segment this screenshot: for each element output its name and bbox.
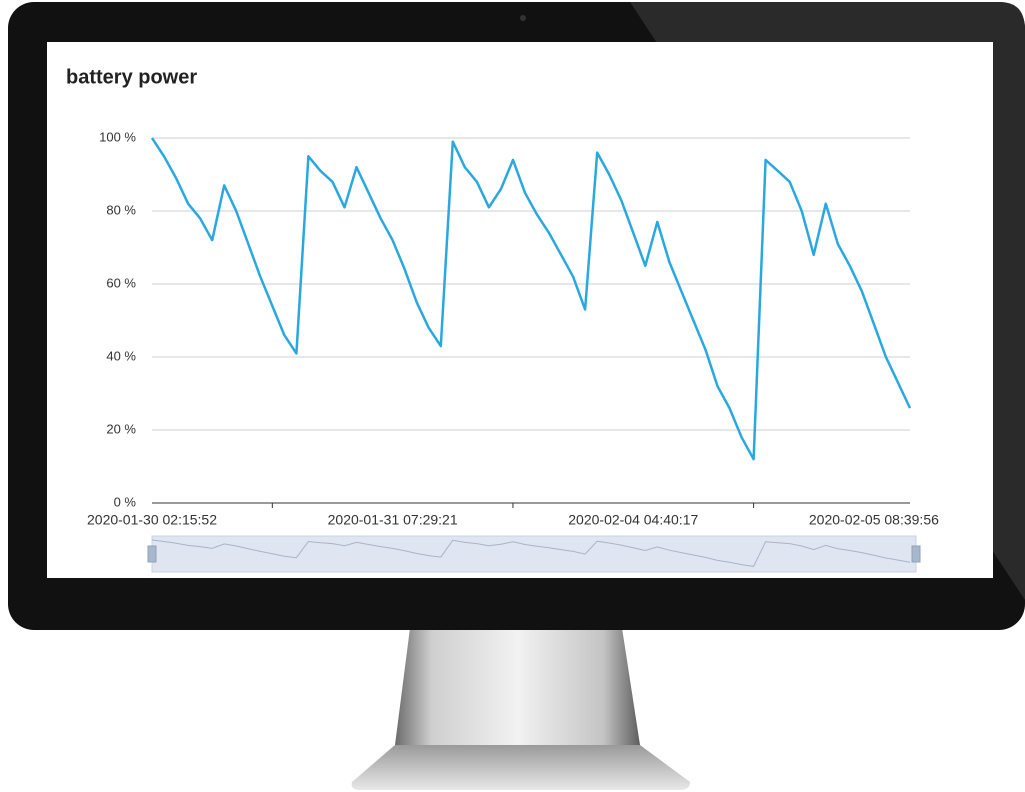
y-tick-label: 20 % xyxy=(106,421,136,436)
stand-base xyxy=(351,745,690,790)
x-tick-label: 2020-02-05 08:39:56 xyxy=(809,512,939,528)
y-tick-label: 40 % xyxy=(106,348,136,363)
screen xyxy=(47,42,993,578)
x-tick-label: 2020-01-30 02:15:52 xyxy=(87,512,217,528)
zoom-handle[interactable] xyxy=(147,545,157,563)
y-tick-label: 0 % xyxy=(114,494,137,509)
chart-title: battery power xyxy=(66,66,197,88)
y-tick-label: 100 % xyxy=(99,129,136,144)
stand xyxy=(395,628,640,745)
zoom-handle[interactable] xyxy=(911,545,921,563)
data-line xyxy=(150,137,912,461)
y-tick-label: 60 % xyxy=(106,275,136,290)
x-tick-label: 2020-01-31 07:29:21 xyxy=(328,512,458,528)
zoom-preview-line xyxy=(151,539,911,567)
y-tick-label: 80 % xyxy=(106,202,136,217)
camera xyxy=(520,15,526,21)
zoom-track xyxy=(151,535,917,573)
x-tick-label: 2020-02-04 04:40:17 xyxy=(568,512,698,528)
